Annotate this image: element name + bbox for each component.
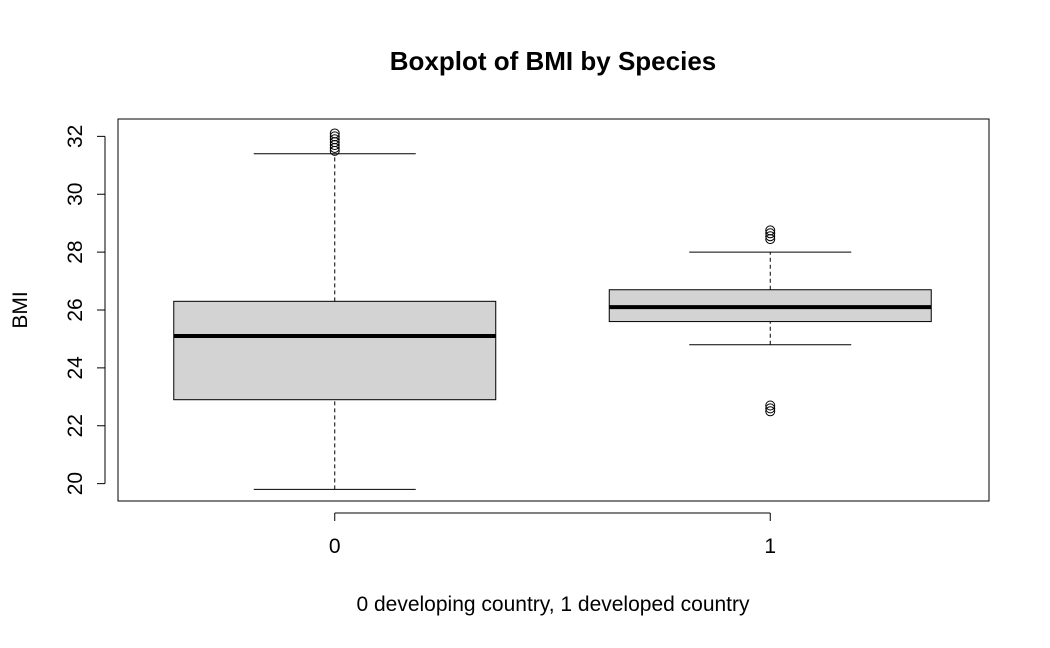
outlier-point xyxy=(329,134,340,145)
x-tick-label: 1 xyxy=(764,535,776,558)
outlier-point xyxy=(765,406,776,417)
x-tick-label: 0 xyxy=(329,535,341,558)
outlier-point xyxy=(765,231,776,242)
plot-frame xyxy=(117,118,990,502)
y-tick-label: 20 xyxy=(64,472,87,495)
outlier-point xyxy=(765,400,776,411)
box-group xyxy=(173,128,497,490)
box-groups xyxy=(173,128,932,490)
x-axis-label: 0 developing country, 1 developed countr… xyxy=(356,593,750,616)
y-axis: 20 22 24 26 28 30 32 xyxy=(64,125,106,495)
y-tick-label: 30 xyxy=(64,183,87,206)
outlier-point xyxy=(329,131,340,142)
outlier-point xyxy=(765,228,776,239)
box-group xyxy=(608,225,932,417)
chart-title: Boxplot of BMI by Species xyxy=(390,46,717,76)
y-tick-label: 26 xyxy=(64,298,87,321)
y-tick-label: 24 xyxy=(64,356,87,380)
y-tick-label: 32 xyxy=(64,125,87,148)
y-axis-label: BMI xyxy=(9,291,32,328)
y-tick-label: 22 xyxy=(64,414,87,437)
outlier-point xyxy=(765,403,776,414)
box xyxy=(173,300,497,401)
outlier-point xyxy=(765,225,776,236)
y-tick-label: 28 xyxy=(64,240,87,263)
outlier-point xyxy=(329,128,340,139)
